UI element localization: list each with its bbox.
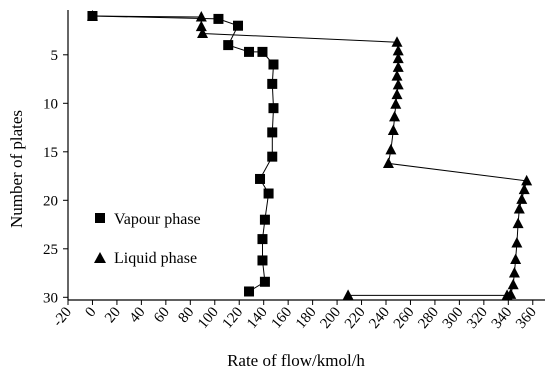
x-tick-label: 100: [195, 304, 222, 332]
vapour-point: [244, 286, 255, 297]
x-tick-label: 200: [317, 304, 344, 332]
vapour-point: [255, 173, 266, 184]
vapour-point: [259, 214, 270, 225]
vapour-point: [233, 20, 244, 31]
x-tick-label: 140: [244, 304, 271, 332]
x-tick-label: 220: [342, 304, 369, 332]
x-tick-label: 60: [151, 304, 173, 326]
y-tick-label: 5: [51, 48, 59, 64]
liquid-point: [390, 98, 402, 109]
vapour-point: [244, 46, 255, 57]
legend-liquid-label: Liquid phase: [114, 250, 197, 267]
legend-vapour-label: Vapour phase: [114, 211, 201, 228]
vapour-point: [213, 13, 224, 24]
x-tick-label: 300: [440, 304, 467, 332]
x-tick-label: 160: [268, 304, 295, 332]
legend: Vapour phase Liquid phase: [94, 211, 201, 267]
x-tick-label: 80: [175, 304, 197, 326]
plot-area: -20 0 20 40 60 801001201401601802002202402602…: [43, 10, 545, 332]
liquid-point: [392, 61, 404, 72]
vapour-point: [257, 234, 268, 245]
y-tick-label: 20: [43, 193, 58, 209]
vapour-point: [263, 188, 274, 199]
x-tick-label: 180: [293, 304, 320, 332]
y-tick-label: 15: [43, 145, 58, 161]
x-tick-label: 320: [464, 304, 491, 332]
liquid-point: [501, 289, 513, 300]
liquid-point: [195, 10, 207, 22]
vapour-point: [267, 151, 278, 162]
liquid-point: [387, 124, 399, 135]
liquid-point: [510, 253, 522, 264]
liquid-point: [392, 78, 404, 90]
x-tick-label: 20: [102, 304, 124, 326]
x-axis-title: Rate of flow/kmol/h: [227, 351, 365, 370]
liquid-point: [511, 236, 523, 248]
liquid-point: [195, 20, 207, 32]
vapour-point: [257, 255, 268, 266]
liquid-point: [389, 110, 401, 122]
liquid-point: [382, 157, 394, 168]
liquid-point: [518, 183, 530, 195]
x-tick-label: 280: [415, 304, 442, 332]
liquid-point: [197, 27, 209, 38]
x-tick-label: 40: [127, 304, 149, 326]
x-tick-label: -20: [50, 304, 75, 330]
vapour-point: [267, 127, 278, 138]
liquid-point: [385, 143, 397, 155]
liquid-point: [521, 174, 533, 186]
vapour-point: [259, 276, 270, 287]
vapour-point: [267, 78, 278, 89]
liquid-point: [507, 278, 519, 290]
liquid-point: [392, 52, 404, 64]
x-tick-label: 0: [82, 304, 99, 320]
vapour-point: [268, 59, 279, 70]
liquid-point: [391, 70, 403, 81]
liquid-point: [86, 10, 98, 21]
x-tick-label: 340: [489, 304, 516, 332]
x-tick-label: 120: [220, 304, 247, 332]
liquid-point: [342, 289, 354, 300]
legend-liquid-marker: [94, 252, 106, 263]
y-tick-label: 25: [43, 242, 58, 258]
vapour-point: [268, 103, 279, 114]
liquid-point: [512, 217, 524, 229]
liquid-point: [392, 44, 404, 56]
y-tick-label: 30: [43, 290, 58, 306]
x-tick-label: 240: [366, 304, 393, 332]
y-tick-label: 10: [43, 96, 58, 112]
x-tick-label: 360: [513, 304, 540, 332]
liquid-point: [513, 203, 525, 214]
liquid-point: [516, 193, 528, 204]
vapour-point: [223, 40, 234, 51]
liquid-point: [391, 88, 403, 100]
x-tick-label: 260: [391, 304, 418, 332]
y-axis-title: Number of plates: [7, 110, 26, 228]
liquid-point: [391, 36, 403, 47]
liquid-point: [508, 267, 520, 278]
legend-vapour-marker: [95, 213, 105, 223]
vapour-point: [257, 46, 268, 57]
